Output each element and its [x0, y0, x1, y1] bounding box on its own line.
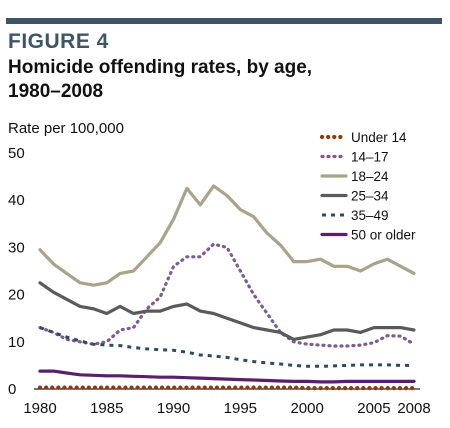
series-line-3: [38, 281, 416, 341]
title-line-2: 1980–2008: [8, 81, 104, 102]
x-tick-label: 2005: [357, 400, 390, 417]
y-tick-label: 10: [8, 334, 25, 351]
y-tick-label: 0: [8, 381, 16, 398]
legend-label: 50 or older: [351, 228, 416, 243]
top-rule: [6, 18, 442, 24]
y-tick-label: 50: [8, 145, 25, 162]
series-line-0: [37, 385, 417, 391]
legend-label: 18–24: [351, 169, 389, 184]
x-tick-label: 1980: [23, 400, 56, 417]
x-tick-label: 1985: [90, 400, 123, 417]
legend-label: 14–17: [351, 150, 389, 165]
y-tick-label: 20: [8, 287, 25, 304]
y-tick-label: 40: [8, 192, 25, 209]
title-line-1: Homicide offending rates, by age,: [8, 57, 313, 78]
y-axis-label: Rate per 100,000: [8, 120, 124, 137]
legend-label: Under 14: [351, 130, 407, 145]
chart-title: Homicide offending rates, by age, 1980–2…: [8, 56, 438, 104]
x-tick-label: 1995: [224, 400, 257, 417]
legend-label: 35–49: [351, 208, 389, 223]
x-tick-label: 1990: [157, 400, 190, 417]
series-line-5: [38, 369, 416, 384]
y-tick-label: 30: [8, 239, 25, 256]
series-line-1: [38, 242, 416, 348]
x-tick-label: 2008: [397, 400, 430, 417]
series-line-4: [39, 326, 414, 368]
legend-label: 25–34: [351, 189, 389, 204]
x-tick-label: 2000: [290, 400, 323, 417]
series-line-2: [38, 184, 416, 287]
figure-label: FIGURE 4: [8, 30, 109, 53]
